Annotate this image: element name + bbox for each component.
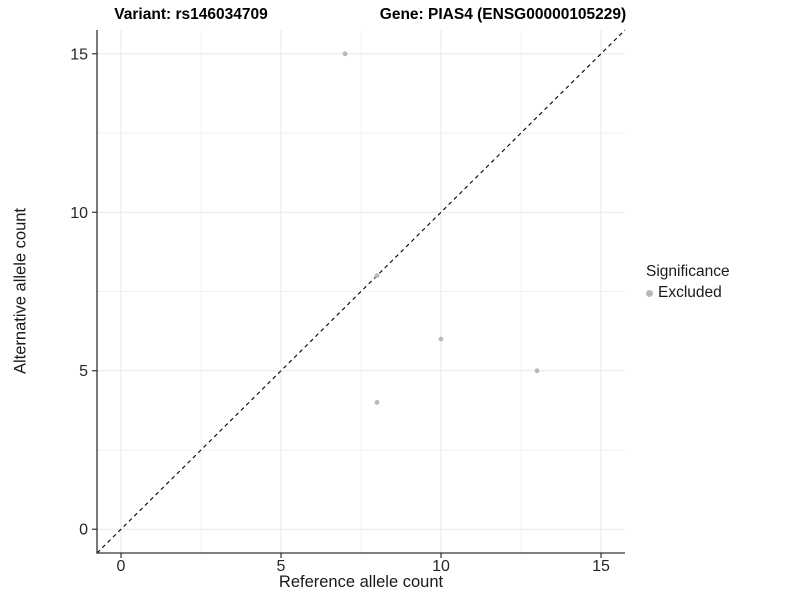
minor-gridlines bbox=[97, 30, 625, 553]
major-gridlines bbox=[97, 30, 625, 553]
identity-line bbox=[96, 29, 626, 554]
x-tick-label: 5 bbox=[277, 558, 286, 575]
y-axis-title: Alternative allele count bbox=[11, 207, 30, 375]
data-point bbox=[342, 51, 348, 57]
data-point bbox=[534, 368, 540, 374]
y-tick-label: 5 bbox=[79, 363, 88, 380]
legend-item-label: Excluded bbox=[658, 284, 722, 301]
data-point bbox=[374, 400, 380, 405]
x-tick-label: 0 bbox=[117, 558, 126, 575]
data-point bbox=[374, 273, 380, 279]
x-axis-title: Reference allele count bbox=[278, 573, 444, 591]
y-tick-label: 15 bbox=[70, 46, 88, 63]
legend-item-excluded: Excluded bbox=[646, 284, 730, 302]
data-points bbox=[342, 51, 540, 405]
x-axis-ticks: 0 5 10 15 bbox=[117, 553, 610, 575]
plot-title-gene: Gene: PIAS4 (ENSG00000105229) bbox=[379, 6, 627, 23]
plot-title-variant: Variant: rs146034709 bbox=[114, 6, 268, 23]
axis-lines bbox=[96, 30, 625, 554]
y-tick-label: 0 bbox=[79, 522, 88, 539]
y-tick-label: 10 bbox=[70, 205, 88, 222]
legend-title: Significance bbox=[646, 263, 730, 280]
x-tick-label: 10 bbox=[432, 558, 450, 575]
data-point bbox=[438, 336, 444, 342]
y-axis-ticks: 0 5 10 15 bbox=[70, 46, 97, 539]
legend-point-icon bbox=[646, 289, 653, 297]
legend: Significance Excluded bbox=[646, 263, 730, 302]
x-tick-label: 15 bbox=[592, 558, 610, 575]
